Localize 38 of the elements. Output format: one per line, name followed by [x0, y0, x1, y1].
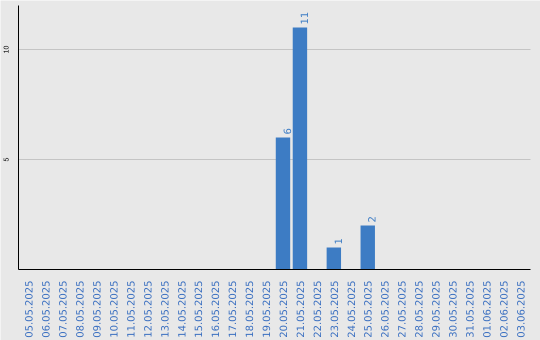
x-tick-label: 30.05.2025 [448, 280, 460, 338]
x-tick-label: 27.05.2025 [398, 280, 409, 338]
x-tick-label: 24.05.2025 [346, 280, 358, 338]
x-tick-label: 20.05.2025 [278, 280, 290, 338]
x-tick-label: 26.05.2025 [380, 280, 392, 338]
x-tick-label: 08.05.2025 [76, 280, 87, 338]
x-tick-label: 29.05.2025 [432, 280, 443, 338]
x-tick-label: 13.05.2025 [160, 280, 172, 338]
x-tick-label: 07.05.2025 [58, 280, 70, 338]
x-tick-label: 31.05.2025 [465, 280, 476, 338]
bar [292, 28, 308, 270]
x-tick-label: 21.05.2025 [296, 280, 307, 338]
bar [360, 226, 375, 270]
x-tick-label: 01.06.2025 [482, 280, 494, 338]
x-tick-label: 23.05.2025 [330, 280, 341, 338]
x-tick-label: 10.05.2025 [109, 280, 120, 338]
x-tick-label: 15.05.2025 [194, 280, 206, 338]
data-label: 1 [334, 238, 345, 244]
x-tick-label: 14.05.2025 [177, 280, 188, 338]
x-tick-label: 09.05.2025 [92, 280, 104, 338]
x-tick-label: 05.05.2025 [24, 280, 36, 338]
data-label: 2 [368, 216, 379, 222]
x-tick-label: 25.05.2025 [364, 280, 375, 338]
x-tick-label: 06.05.2025 [42, 280, 53, 338]
x-tick-label: 28.05.2025 [414, 280, 426, 338]
data-label: 11 [300, 12, 311, 24]
data-label: 6 [282, 128, 294, 134]
x-tick-label: 17.05.2025 [228, 280, 240, 338]
x-tick-label: 02.06.2025 [499, 280, 510, 338]
x-tick-label: 11.05.2025 [126, 280, 138, 338]
x-tick-label: 12.05.2025 [143, 280, 154, 338]
x-tick-label: 16.05.2025 [211, 280, 222, 338]
x-tick-label: 19.05.2025 [262, 280, 274, 338]
bar [276, 138, 290, 270]
x-tick-label: 22.05.2025 [312, 280, 324, 338]
x-tick-label: 18.05.2025 [245, 280, 256, 338]
bar [326, 248, 342, 270]
x-tick-label: 03.06.2025 [516, 280, 528, 338]
